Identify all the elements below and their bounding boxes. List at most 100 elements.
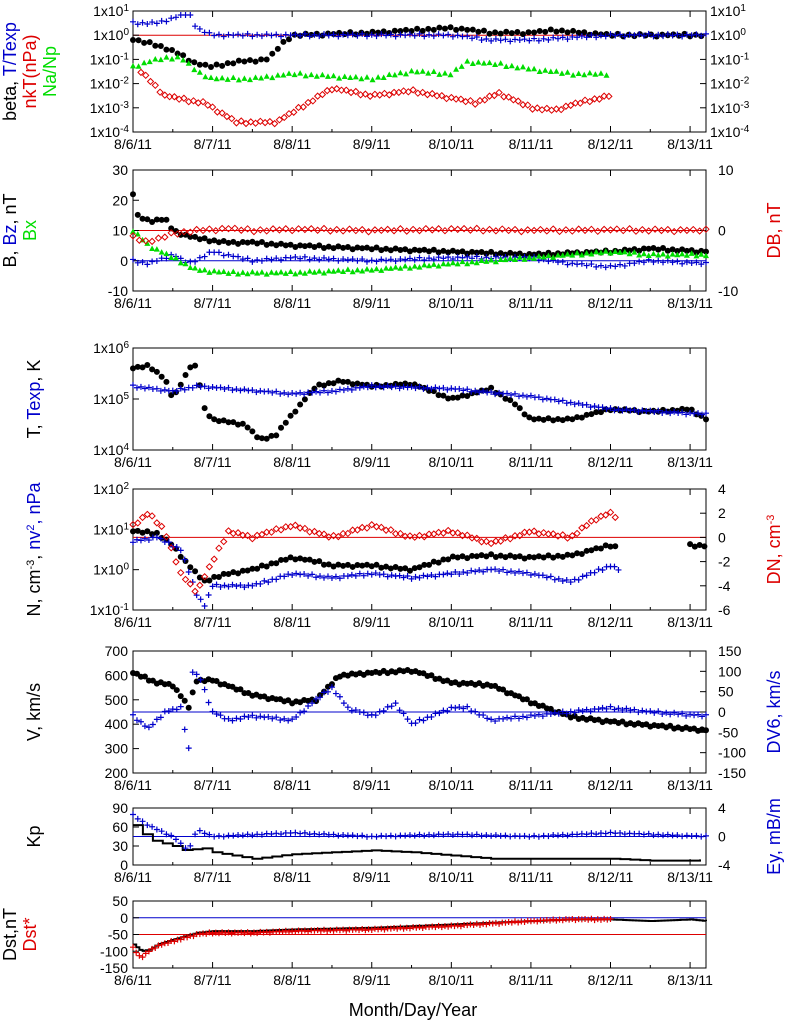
- data-point-dot: [141, 39, 148, 46]
- y-tick-label: 0: [120, 910, 128, 926]
- data-point-diamond: [344, 529, 352, 538]
- data-point-dot: [340, 562, 347, 569]
- data-point-plus: [362, 927, 369, 934]
- data-point-plus: [578, 33, 585, 40]
- data-point-plus: [492, 566, 499, 573]
- data-point-plus: [623, 406, 630, 413]
- data-point-plus: [411, 832, 418, 839]
- data-point-plus: [539, 713, 546, 720]
- data-point-triangle: [316, 268, 323, 274]
- data-point-plus: [470, 922, 477, 929]
- data-point-diamond: [170, 93, 179, 101]
- data-point-plus: [206, 29, 213, 36]
- y2-tick-label: 1x10-3: [710, 99, 750, 116]
- data-point-plus: [155, 942, 162, 949]
- data-point-triangle: [141, 59, 148, 66]
- data-point-plus: [554, 35, 561, 42]
- data-point-plus: [508, 392, 515, 399]
- data-point-dot: [416, 247, 423, 254]
- y2-tick-label: 150: [718, 643, 742, 659]
- data-point-dot: [285, 697, 292, 704]
- data-point-plus: [205, 385, 212, 392]
- data-point-diamond: [481, 96, 489, 104]
- data-point-plus: [664, 831, 671, 838]
- data-point-dot: [211, 416, 218, 423]
- data-point-dot: [583, 547, 590, 554]
- data-point-plus: [130, 539, 136, 546]
- data-point-plus: [567, 579, 574, 586]
- data-point-dot: [540, 416, 547, 423]
- data-point-dot: [473, 249, 480, 256]
- data-point-triangle: [263, 271, 270, 277]
- data-point-dot: [449, 247, 456, 254]
- data-point-plus: [149, 945, 156, 952]
- data-point-triangle: [330, 72, 337, 79]
- data-point-plus: [325, 32, 332, 39]
- data-point-plus: [559, 258, 566, 265]
- data-point-diamond: [352, 87, 360, 96]
- data-point-dot: [354, 244, 361, 251]
- data-point-triangle: [274, 72, 281, 78]
- data-point-plus: [285, 717, 292, 724]
- data-point-dot: [273, 242, 280, 249]
- data-point-diamond: [586, 97, 594, 106]
- data-point-triangle: [383, 265, 390, 271]
- data-point-diamond: [237, 226, 245, 234]
- data-point-plus: [424, 573, 431, 580]
- data-point-plus: [679, 409, 686, 416]
- data-point-diamond: [129, 232, 137, 240]
- data-point-plus: [305, 572, 312, 579]
- data-point-plus: [241, 386, 248, 393]
- x-tick-label: 8/7/11: [194, 454, 232, 470]
- data-point-plus: [141, 385, 148, 392]
- x-tick-label: 8/6/11: [114, 454, 152, 470]
- data-point-plus: [426, 924, 433, 931]
- data-point-plus: [268, 256, 275, 263]
- data-point-plus: [330, 831, 337, 838]
- data-point-plus: [445, 31, 452, 38]
- data-point-diamond: [142, 237, 150, 245]
- data-point-plus: [317, 389, 324, 396]
- data-point-plus: [349, 832, 356, 839]
- data-point-dot: [349, 246, 356, 253]
- data-point-triangle: [430, 261, 437, 267]
- data-point-triangle: [408, 67, 415, 74]
- data-point-plus: [675, 410, 682, 417]
- data-point-triangle: [592, 71, 599, 77]
- data-point-dot: [239, 567, 246, 574]
- y2-tick-label: -100: [718, 745, 746, 761]
- data-point-plus: [321, 574, 327, 581]
- data-point-dot: [559, 553, 566, 560]
- data-point-dot: [486, 30, 493, 37]
- data-point-plus: [535, 37, 542, 44]
- y-tick-label: 700: [105, 643, 129, 659]
- data-point-plus: [400, 925, 407, 932]
- data-point-diamond: [231, 224, 239, 233]
- data-point-dot: [464, 250, 471, 257]
- data-point-diamond: [371, 90, 379, 99]
- data-point-plus: [599, 404, 606, 411]
- data-point-triangle: [542, 67, 549, 73]
- data-point-plus: [134, 21, 141, 28]
- data-point-triangle: [531, 255, 538, 261]
- series-plus-blue: [130, 382, 709, 418]
- data-point-plus: [384, 703, 391, 710]
- data-point-dot: [679, 405, 686, 412]
- data-point-triangle: [369, 76, 376, 83]
- data-point-dot: [220, 570, 227, 577]
- data-point-diamond: [555, 227, 564, 236]
- data-point-dot: [660, 245, 667, 252]
- data-point-dot: [593, 545, 600, 552]
- data-point-dot: [414, 25, 421, 32]
- data-point-plus: [244, 30, 251, 37]
- data-point-plus: [488, 389, 495, 396]
- x-tick-label: 8/13/11: [667, 136, 713, 152]
- data-point-diamond: [223, 112, 231, 121]
- data-point-plus: [287, 32, 294, 39]
- data-point-dot: [239, 420, 246, 427]
- data-point-triangle: [526, 254, 533, 260]
- data-point-plus: [593, 34, 600, 41]
- data-point-plus: [387, 256, 394, 263]
- data-point-diamond: [296, 524, 304, 532]
- data-point-plus: [445, 254, 452, 261]
